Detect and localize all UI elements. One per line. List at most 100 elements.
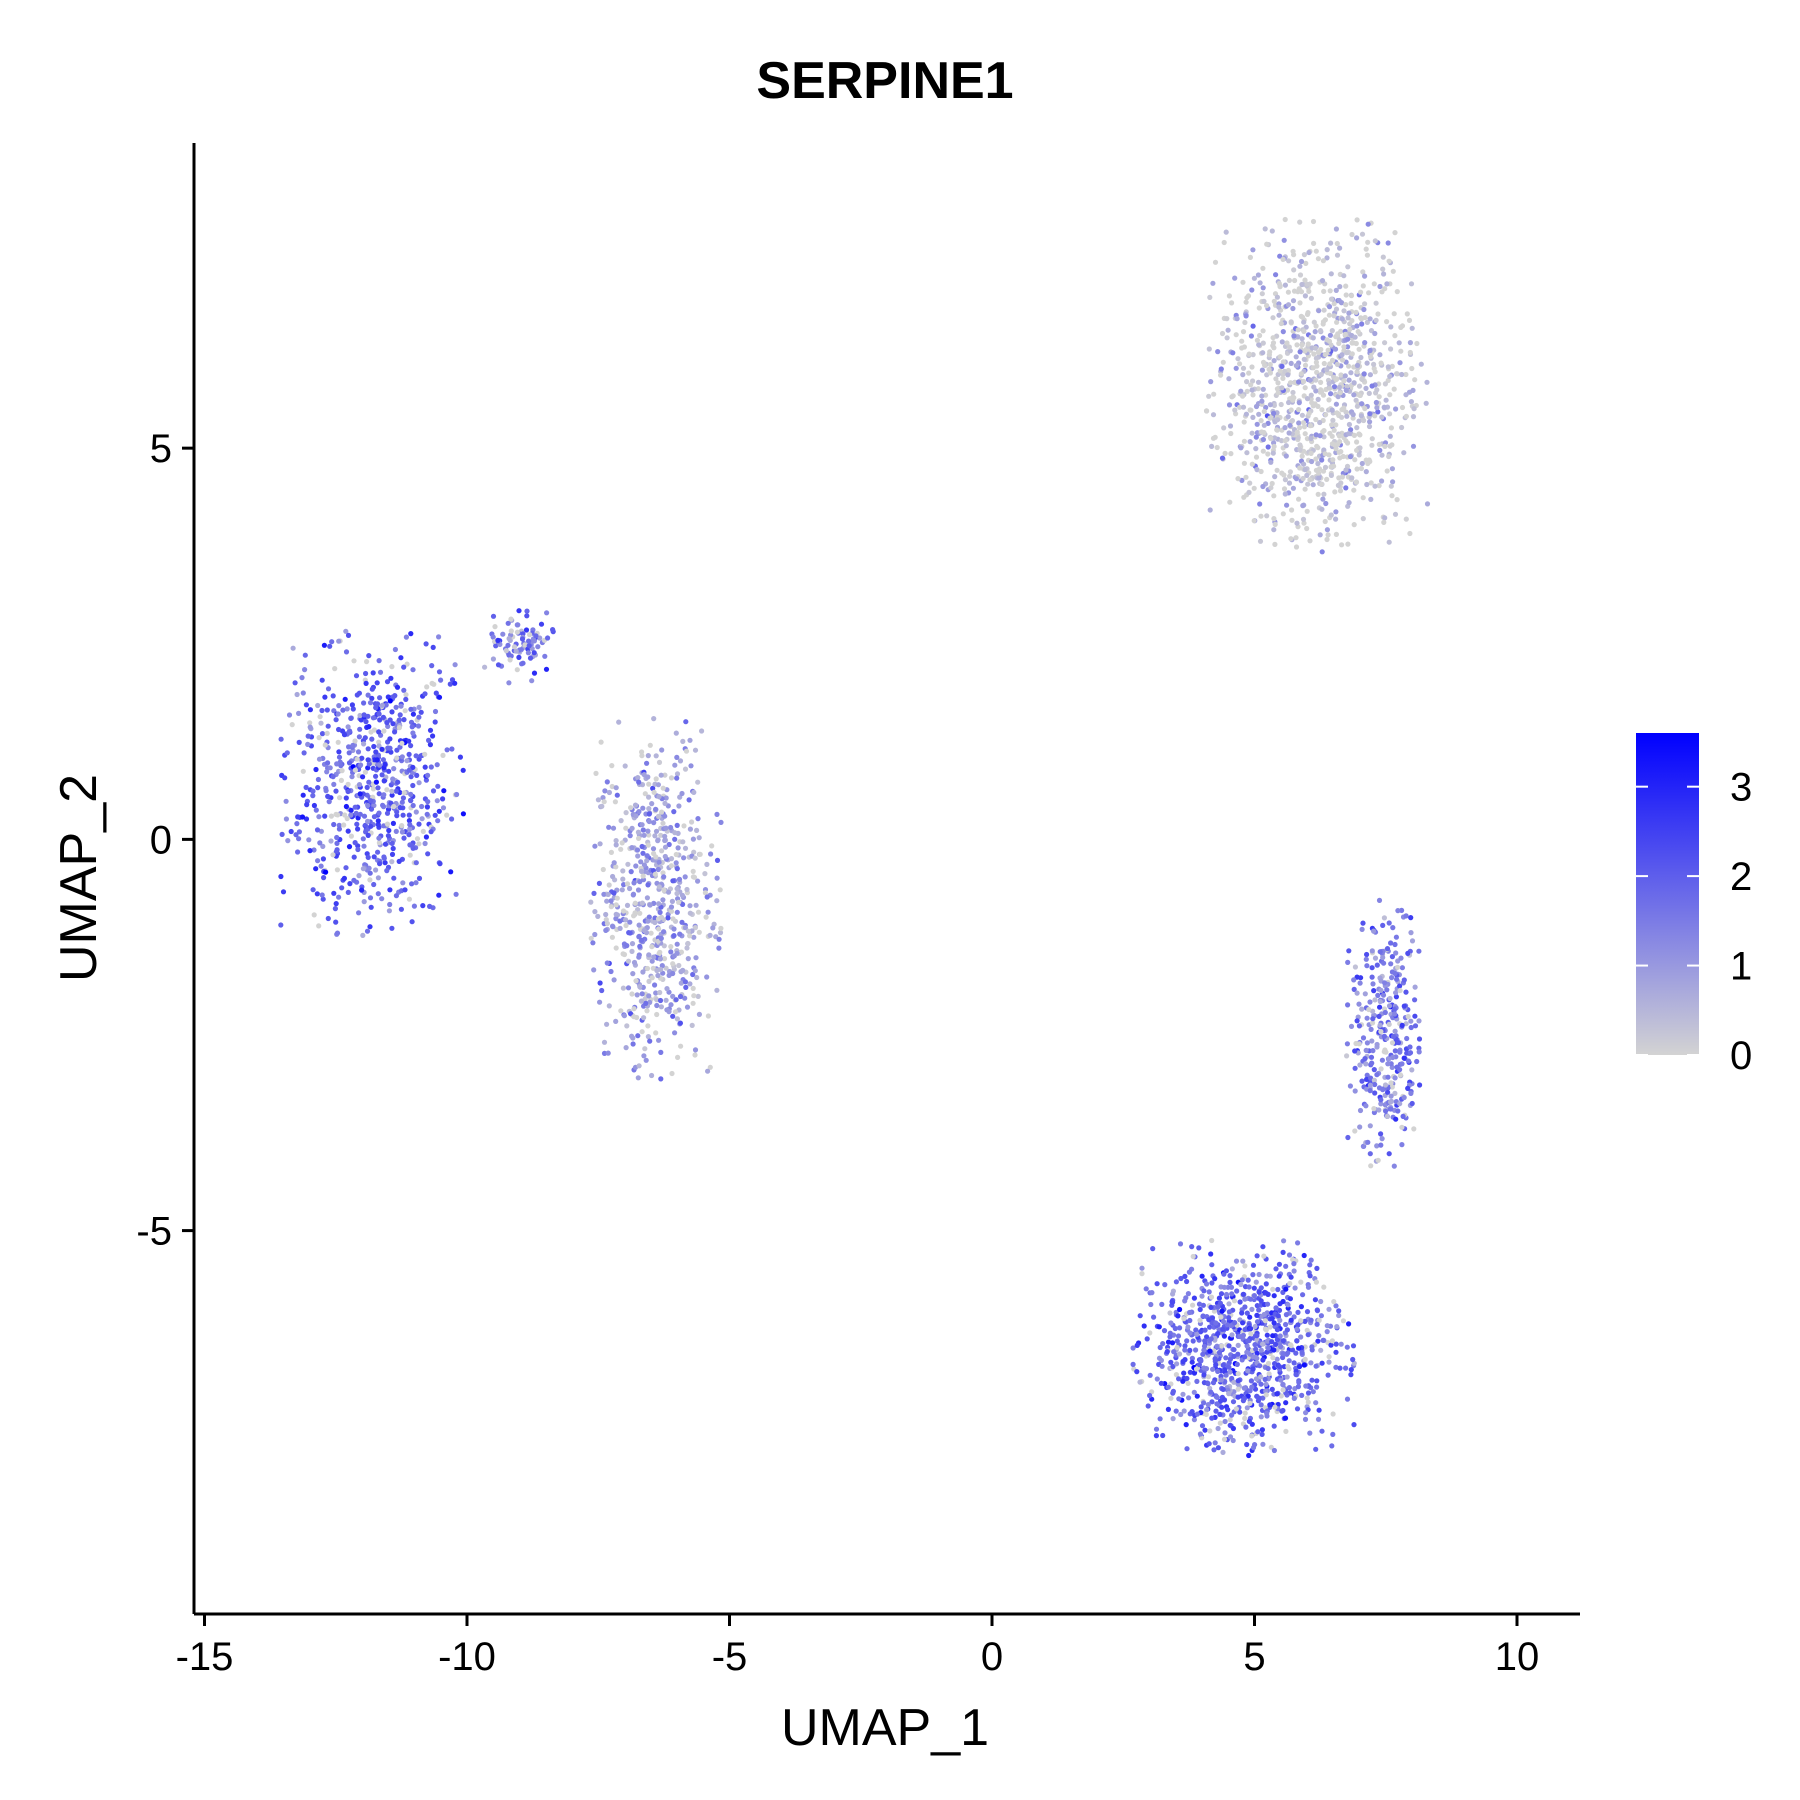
data-point [370,670,376,676]
data-point [311,847,317,853]
data-point [673,997,679,1003]
data-point [1394,497,1400,503]
data-point [645,1034,652,1040]
data-point [402,708,408,714]
data-point [1213,1408,1219,1414]
data-point [325,793,331,800]
data-point [1319,481,1325,487]
data-point [1324,527,1330,533]
data-point [1248,382,1254,388]
data-point [1380,1087,1386,1093]
data-point [677,758,684,764]
data-point [327,643,333,649]
data-point [1392,941,1398,948]
data-point [1359,460,1365,467]
data-point [367,870,373,876]
data-point [1261,408,1267,415]
colorbar-tick-label: 0 [1730,1034,1752,1078]
data-point [403,634,409,640]
data-point [1254,1253,1260,1259]
data-point [1285,1302,1291,1308]
data-point [1307,423,1313,429]
data-point [1274,1356,1280,1362]
data-point [1301,461,1307,467]
data-point [1331,1299,1337,1305]
data-point [1351,487,1357,493]
data-point [293,832,299,838]
data-point [1294,1326,1300,1332]
data-point [601,1039,608,1045]
data-point [1285,289,1291,295]
data-point [1175,1313,1181,1319]
data-point [361,741,367,747]
data-point [322,813,328,819]
data-point [1235,476,1241,482]
data-point [635,887,642,893]
data-point [1324,1323,1330,1329]
data-point [692,925,699,931]
data-point [1331,301,1337,307]
data-point [1260,448,1266,454]
data-point [600,866,606,873]
data-point [1390,925,1396,931]
data-point [1198,1404,1204,1410]
data-point [656,794,662,800]
data-point [605,891,611,898]
data-point [346,744,352,750]
data-point [376,743,382,749]
data-point [1301,378,1307,385]
data-point [1156,1324,1162,1330]
data-point [1297,263,1303,269]
data-point [1258,513,1264,519]
data-point [1385,240,1391,246]
data-point [345,889,351,896]
data-point [1408,399,1414,405]
data-point [1288,407,1294,413]
data-point [1301,252,1307,258]
data-point [1180,1391,1186,1397]
data-point [343,628,349,634]
data-point [1232,275,1238,281]
data-point [294,691,300,698]
data-point [1388,346,1394,352]
data-point [1418,361,1424,367]
data-point [365,832,371,839]
data-point [661,929,667,935]
data-point [350,742,356,749]
data-point [1346,948,1352,954]
data-point [692,1052,698,1058]
data-point [1300,516,1307,522]
data-point [1409,365,1415,372]
data-point [1227,499,1233,505]
data-point [1260,1244,1266,1250]
data-point [1240,372,1246,378]
data-point [1239,1310,1245,1316]
data-point [1290,394,1296,400]
data-point [279,831,285,838]
data-point [1381,915,1387,921]
data-point [1159,1363,1165,1369]
data-point [336,749,342,755]
data-point [640,850,646,856]
data-point [1406,317,1413,323]
data-point [660,870,666,876]
data-point [1337,284,1343,290]
data-point [1312,345,1319,351]
data-point [1254,467,1260,473]
data-point [331,821,337,828]
data-point [1399,1124,1405,1130]
data-point [625,985,632,991]
data-point [1283,1312,1289,1318]
data-point [1227,1279,1233,1285]
data-point [670,961,676,967]
data-point [1409,325,1415,331]
data-point [1285,302,1292,308]
data-point [318,828,324,834]
data-point [1364,951,1370,958]
data-point [1282,425,1288,431]
data-point [1358,465,1364,472]
data-point [1186,1395,1192,1401]
data-point [688,763,694,769]
data-point [1278,320,1284,327]
data-point [1245,1338,1251,1344]
